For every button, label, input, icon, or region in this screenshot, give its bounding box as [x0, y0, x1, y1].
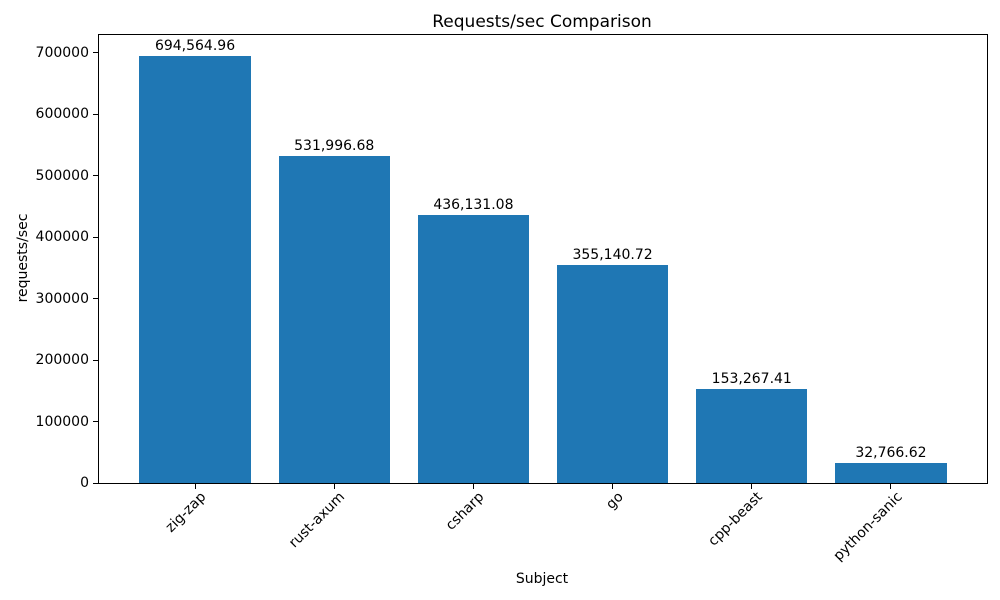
y-tick-mark [93, 298, 98, 300]
x-tick-label: zig-zap [162, 489, 210, 536]
x-tick-label: cpp-beast [705, 489, 767, 550]
y-tick-mark [93, 482, 98, 484]
y-tick-label: 700000 [35, 44, 89, 61]
bar-csharp [417, 215, 530, 483]
y-tick-label: 400000 [35, 229, 89, 246]
bar-python-sanic [835, 462, 947, 483]
y-axis-label: requests/sec [15, 213, 31, 303]
chart-title: Requests/sec Comparison [432, 12, 652, 32]
bar-rust-axum [278, 156, 390, 483]
x-tick-label: rust-axum [286, 489, 349, 552]
y-tick-label: 100000 [35, 413, 89, 430]
y-tick-mark [93, 175, 98, 177]
bar-cpp-beast [696, 388, 808, 483]
bar-value-label: 355,140.72 [572, 246, 653, 263]
x-tick-label: python-sanic [830, 489, 906, 565]
plot-area: 0 100000 200000 300000 400000 500000 600000 700… [36, 34, 988, 564]
y-tick-label: 500000 [35, 167, 89, 184]
bar-value-label: 32,766.62 [855, 444, 927, 461]
y-tick-label: 0 [80, 475, 89, 491]
x-tick-mark [612, 484, 614, 489]
y-tick-mark [93, 52, 98, 54]
x-tick-label: go [603, 489, 627, 513]
x-tick-label: csharp [443, 489, 488, 534]
x-axis-label: Subject [515, 571, 569, 587]
x-tick-mark [751, 484, 753, 489]
x-tick-mark [194, 484, 196, 489]
y-tick-label: 200000 [35, 352, 89, 369]
y-tick-mark [93, 421, 98, 423]
y-tick-mark [93, 236, 98, 238]
y-tick-label: 600000 [35, 106, 89, 123]
x-tick-mark [333, 484, 335, 489]
y-tick-mark [93, 359, 98, 361]
y-tick-label: 300000 [35, 290, 89, 307]
x-tick-mark [890, 484, 892, 489]
y-tick-mark [93, 113, 98, 115]
bar-go [556, 264, 669, 483]
bar-value-label: 531,996.68 [294, 138, 375, 155]
bar-value-label: 153,267.41 [711, 370, 792, 387]
bar-zig-zap [139, 56, 251, 483]
bar-value-label: 436,131.08 [433, 197, 514, 214]
x-tick-mark [472, 484, 474, 489]
bar-value-label: 694,564.96 [154, 38, 236, 55]
